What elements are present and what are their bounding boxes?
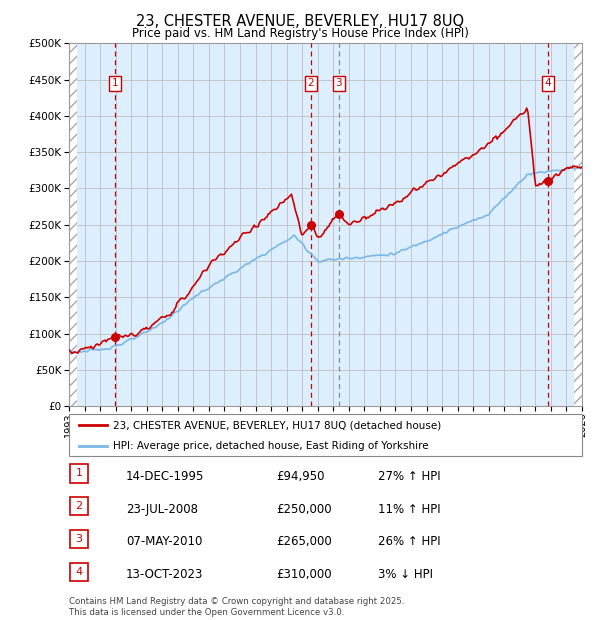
Text: 13-OCT-2023: 13-OCT-2023 [126,569,203,581]
Text: £265,000: £265,000 [276,536,332,548]
FancyBboxPatch shape [70,530,88,548]
Text: 4: 4 [76,567,82,577]
Text: 4: 4 [544,78,551,88]
Text: 1: 1 [112,78,118,88]
Bar [574,43,590,406]
Text: 3% ↓ HPI: 3% ↓ HPI [378,569,433,581]
Text: 23-JUL-2008: 23-JUL-2008 [126,503,198,515]
Text: £94,950: £94,950 [276,470,325,482]
Text: 11% ↑ HPI: 11% ↑ HPI [378,503,440,515]
Text: Contains HM Land Registry data © Crown copyright and database right 2025.
This d: Contains HM Land Registry data © Crown c… [69,598,404,617]
Text: 3: 3 [335,78,342,88]
Text: 23, CHESTER AVENUE, BEVERLEY, HU17 8UQ: 23, CHESTER AVENUE, BEVERLEY, HU17 8UQ [136,14,464,29]
Text: 2: 2 [76,501,82,512]
Text: 07-MAY-2010: 07-MAY-2010 [126,536,202,548]
FancyBboxPatch shape [70,563,88,581]
Text: Price paid vs. HM Land Registry's House Price Index (HPI): Price paid vs. HM Land Registry's House … [131,27,469,40]
Text: 14-DEC-1995: 14-DEC-1995 [126,470,205,482]
FancyBboxPatch shape [70,497,88,515]
Text: 3: 3 [76,534,82,544]
Text: HPI: Average price, detached house, East Riding of Yorkshire: HPI: Average price, detached house, East… [113,441,428,451]
Text: 27% ↑ HPI: 27% ↑ HPI [378,470,440,482]
Text: £310,000: £310,000 [276,569,332,581]
Bar [69,43,77,406]
FancyBboxPatch shape [69,414,582,456]
Text: £250,000: £250,000 [276,503,332,515]
FancyBboxPatch shape [70,464,88,482]
Text: 26% ↑ HPI: 26% ↑ HPI [378,536,440,548]
Text: 1: 1 [76,468,82,479]
Text: 23, CHESTER AVENUE, BEVERLEY, HU17 8UQ (detached house): 23, CHESTER AVENUE, BEVERLEY, HU17 8UQ (… [113,420,441,430]
Text: 2: 2 [308,78,314,88]
